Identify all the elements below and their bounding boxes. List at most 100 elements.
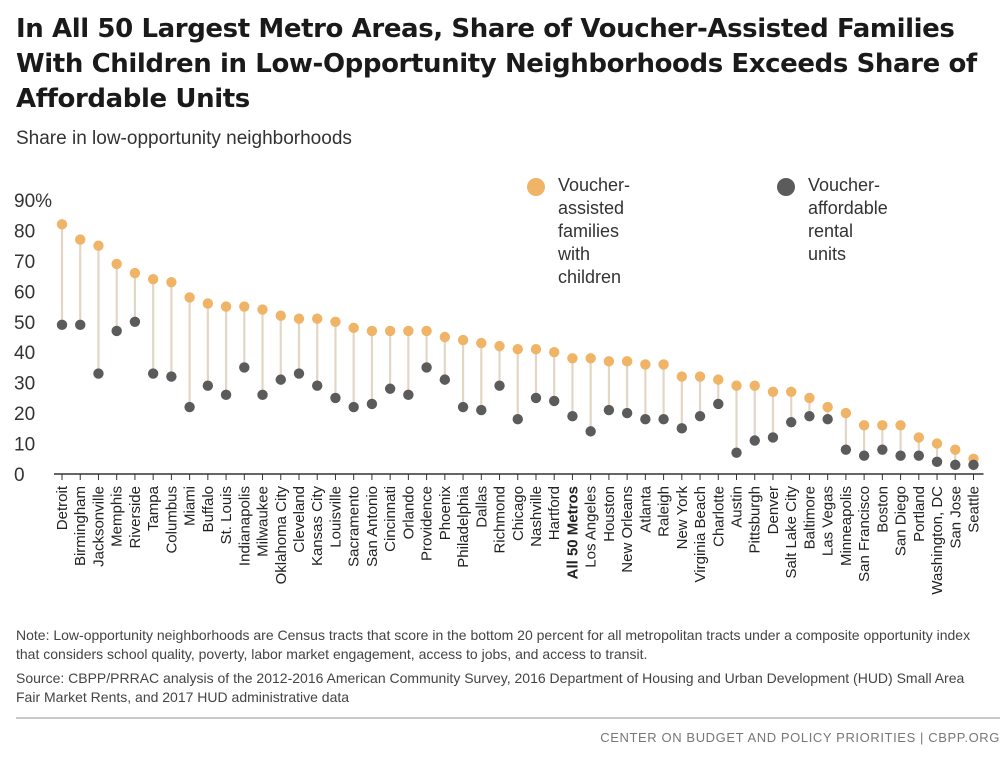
units-point	[676, 423, 688, 434]
units-point	[877, 444, 888, 455]
x-tick-label: Jacksonville	[90, 486, 107, 567]
chart-source: Source: CBPP/PRRAC analysis of the 2012-…	[16, 670, 965, 705]
x-tick-label: San Francisco	[856, 486, 873, 582]
families-point	[530, 343, 542, 355]
families-point	[621, 356, 633, 367]
units-point	[275, 374, 286, 385]
y-tick-label: 40	[14, 343, 35, 364]
families-point	[439, 331, 451, 343]
x-tick-label: All 50 Metros	[564, 486, 581, 579]
y-tick-label: 50	[14, 313, 35, 334]
y-tick-label: 90%	[14, 191, 52, 212]
x-tick-label: Cincinnati	[382, 486, 399, 552]
families-point	[421, 325, 432, 337]
x-tick-label: San Antonio	[364, 486, 381, 567]
families-point	[950, 444, 961, 455]
legend-families-line2: families with children	[558, 221, 622, 287]
x-tick-label: Virginia Beach	[692, 486, 709, 582]
x-tick-label: Minneapolis	[838, 486, 855, 566]
chart-subtitle: Share in low-opportunity neighborhoods	[16, 128, 352, 149]
families-point	[129, 267, 141, 279]
units-point	[93, 368, 104, 379]
units-point	[184, 401, 195, 413]
families-point	[676, 371, 688, 382]
families-point	[713, 374, 724, 385]
families-point	[166, 277, 177, 288]
families-point	[895, 420, 906, 431]
families-point	[348, 322, 359, 334]
x-tick-label: Portland	[911, 486, 928, 542]
units-point	[512, 414, 523, 425]
x-tick-label: Las Vegas	[820, 486, 837, 556]
units-point	[293, 368, 305, 379]
units-point	[403, 389, 414, 401]
families-point	[931, 438, 943, 449]
y-tick-label: 0	[14, 465, 25, 486]
units-point	[439, 374, 451, 385]
families-point	[822, 401, 833, 413]
units-point	[913, 450, 925, 461]
units-point	[822, 414, 833, 425]
x-tick-label: Philadelphia	[455, 485, 472, 567]
x-tick-label: Richmond	[492, 486, 509, 554]
x-tick-label: Sacramento	[346, 486, 363, 567]
x-tick-label: Orlando	[400, 486, 417, 539]
units-point	[257, 389, 268, 401]
dot-range-chart: 0 10 20 30 40 50 60 70 80 90% Detroit Birmingham Jac…	[14, 191, 984, 595]
x-tick-label: San Diego	[893, 486, 910, 556]
units-point	[330, 392, 341, 404]
x-tick-label: Chicago	[510, 486, 527, 541]
x-tick-label: Baltimore	[801, 486, 818, 549]
x-tick-label: Pittsburgh	[747, 486, 764, 554]
x-tick-label: Atlanta	[637, 485, 654, 532]
families-point	[293, 313, 305, 324]
units-point	[858, 450, 870, 461]
families-point	[603, 356, 615, 367]
units-point	[804, 410, 815, 422]
families-point	[476, 337, 487, 349]
x-tick-label: Oklahoma City	[273, 486, 290, 585]
units-point	[56, 319, 68, 331]
families-point	[567, 353, 578, 364]
y-tick-label: 70	[14, 252, 35, 273]
x-tick-label: Los Angeles	[583, 486, 600, 568]
families-point	[494, 340, 505, 352]
families-point	[877, 420, 888, 431]
families-point	[767, 386, 779, 397]
families-point	[640, 359, 651, 370]
x-tick-label: Kansas City	[309, 486, 326, 567]
families-point	[585, 353, 596, 364]
x-tick-label: Birmingham	[72, 486, 89, 566]
families-point	[257, 304, 268, 315]
units-point	[476, 404, 487, 416]
chart-note: Note: Low-opportunity neighborhoods are …	[16, 627, 971, 662]
units-point	[129, 316, 141, 327]
footer-divider	[16, 717, 1000, 719]
x-tick-label: Miami	[182, 486, 199, 526]
families-point	[840, 407, 852, 419]
families-point	[93, 240, 104, 251]
units-point	[166, 371, 177, 382]
x-tick-label: Indianapolis	[236, 486, 253, 566]
families-point	[549, 347, 560, 358]
legend-families-label: Voucher-assisted families with children	[558, 174, 630, 289]
families-point	[275, 310, 286, 321]
units-point	[658, 414, 669, 425]
x-tick-label: Denver	[765, 486, 782, 534]
legend-units-marker	[777, 178, 795, 196]
x-tick-label: Houston	[601, 486, 618, 542]
units-point	[220, 389, 232, 401]
units-point	[111, 325, 122, 337]
units-point	[640, 414, 651, 425]
x-tick-label: Seattle	[966, 486, 983, 533]
x-tick-label: Hartford	[546, 486, 563, 540]
legend-families-marker	[527, 178, 545, 196]
families-point	[184, 292, 195, 303]
x-tick-label: Austin	[729, 486, 746, 528]
x-tick-label: Buffalo	[200, 486, 217, 532]
units-point	[384, 383, 396, 394]
families-point	[786, 386, 797, 397]
units-point	[549, 395, 560, 407]
families-point	[694, 371, 706, 382]
units-point	[530, 392, 542, 404]
